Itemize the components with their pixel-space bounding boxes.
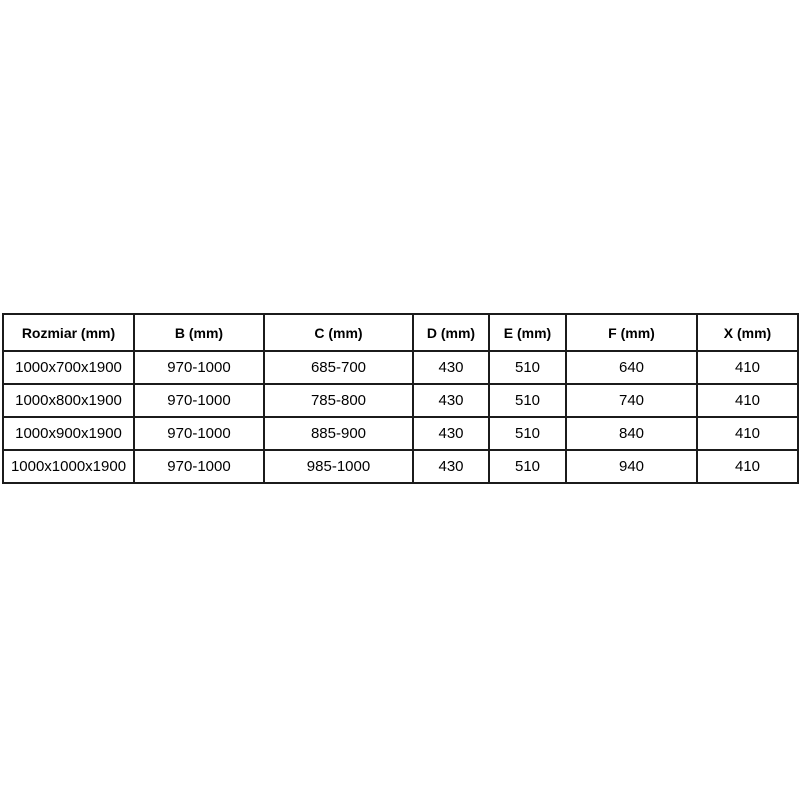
table-cell-e: 510 (488, 383, 567, 418)
column-header-f: F (mm) (565, 313, 698, 352)
table-header-row: Rozmiar (mm) B (mm) C (mm) D (mm) E (mm)… (2, 313, 799, 352)
column-header-x: X (mm) (696, 313, 799, 352)
column-header-c: C (mm) (263, 313, 414, 352)
column-header-e: E (mm) (488, 313, 567, 352)
table-cell-rozmiar: 1000x1000x1900 (2, 449, 135, 484)
table-cell-f: 940 (565, 449, 698, 484)
table-cell-c: 885-900 (263, 416, 414, 451)
table-cell-b: 970-1000 (133, 350, 265, 385)
table-cell-rozmiar: 1000x900x1900 (2, 416, 135, 451)
table-cell-d: 430 (412, 383, 490, 418)
table-cell-b: 970-1000 (133, 383, 265, 418)
column-header-d: D (mm) (412, 313, 490, 352)
size-specification-table: Rozmiar (mm) B (mm) C (mm) D (mm) E (mm)… (2, 313, 799, 484)
table-cell-x: 410 (696, 350, 799, 385)
table-row: 1000x700x1900 970-1000 685-700 430 510 6… (2, 350, 799, 385)
table-cell-f: 740 (565, 383, 698, 418)
table-row: 1000x800x1900 970-1000 785-800 430 510 7… (2, 383, 799, 418)
table-cell-b: 970-1000 (133, 449, 265, 484)
table-cell-c: 785-800 (263, 383, 414, 418)
table-cell-e: 510 (488, 350, 567, 385)
table-cell-f: 840 (565, 416, 698, 451)
table-cell-d: 430 (412, 449, 490, 484)
column-header-b: B (mm) (133, 313, 265, 352)
table-cell-x: 410 (696, 449, 799, 484)
table-cell-x: 410 (696, 383, 799, 418)
table-cell-d: 430 (412, 416, 490, 451)
table-cell-b: 970-1000 (133, 416, 265, 451)
table-row: 1000x900x1900 970-1000 885-900 430 510 8… (2, 416, 799, 451)
table-cell-rozmiar: 1000x700x1900 (2, 350, 135, 385)
table-cell-c: 685-700 (263, 350, 414, 385)
table-cell-d: 430 (412, 350, 490, 385)
table-cell-e: 510 (488, 416, 567, 451)
table-cell-e: 510 (488, 449, 567, 484)
table-cell-rozmiar: 1000x800x1900 (2, 383, 135, 418)
table-row: 1000x1000x1900 970-1000 985-1000 430 510… (2, 449, 799, 484)
table-cell-c: 985-1000 (263, 449, 414, 484)
table-cell-x: 410 (696, 416, 799, 451)
table-cell-f: 640 (565, 350, 698, 385)
column-header-rozmiar: Rozmiar (mm) (2, 313, 135, 352)
